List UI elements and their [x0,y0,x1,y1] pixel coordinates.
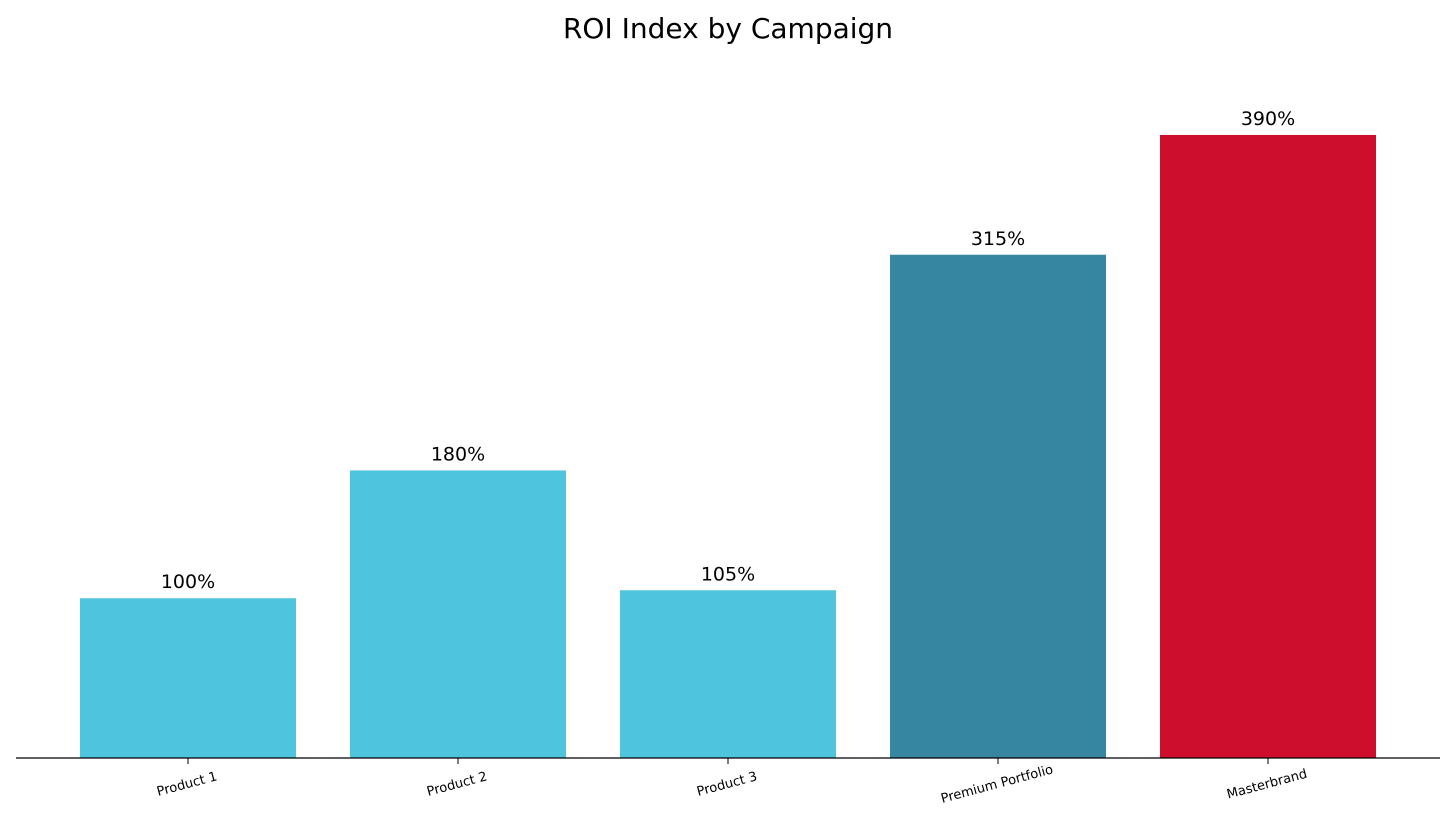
x-tick-label-2: Product 2 [425,769,489,799]
value-label-2: 180% [431,443,485,465]
value-label-3: 105% [701,563,755,585]
x-tick-label-4: Premium Portfolio [939,762,1054,806]
x-tick-label-5: Masterbrand [1225,767,1309,803]
bar-4 [890,254,1106,758]
value-label-1: 100% [161,571,215,593]
bar-1 [80,598,296,758]
bar-3 [620,590,836,758]
value-label-4: 315% [971,228,1025,250]
bar-5 [1160,134,1376,758]
x-tick-label-3: Product 3 [695,769,759,799]
x-tick-label-1: Product 1 [155,769,219,799]
value-labels-layer: 100% 180% 105% 315% 390% [161,108,1295,593]
chart-title: ROI Index by Campaign [563,12,893,45]
x-ticks-layer: Product 1 Product 2 Product 3 Premium Portf… [155,758,1309,807]
bar-2 [350,470,566,758]
bars-layer [80,134,1376,758]
value-label-5: 390% [1241,108,1295,130]
